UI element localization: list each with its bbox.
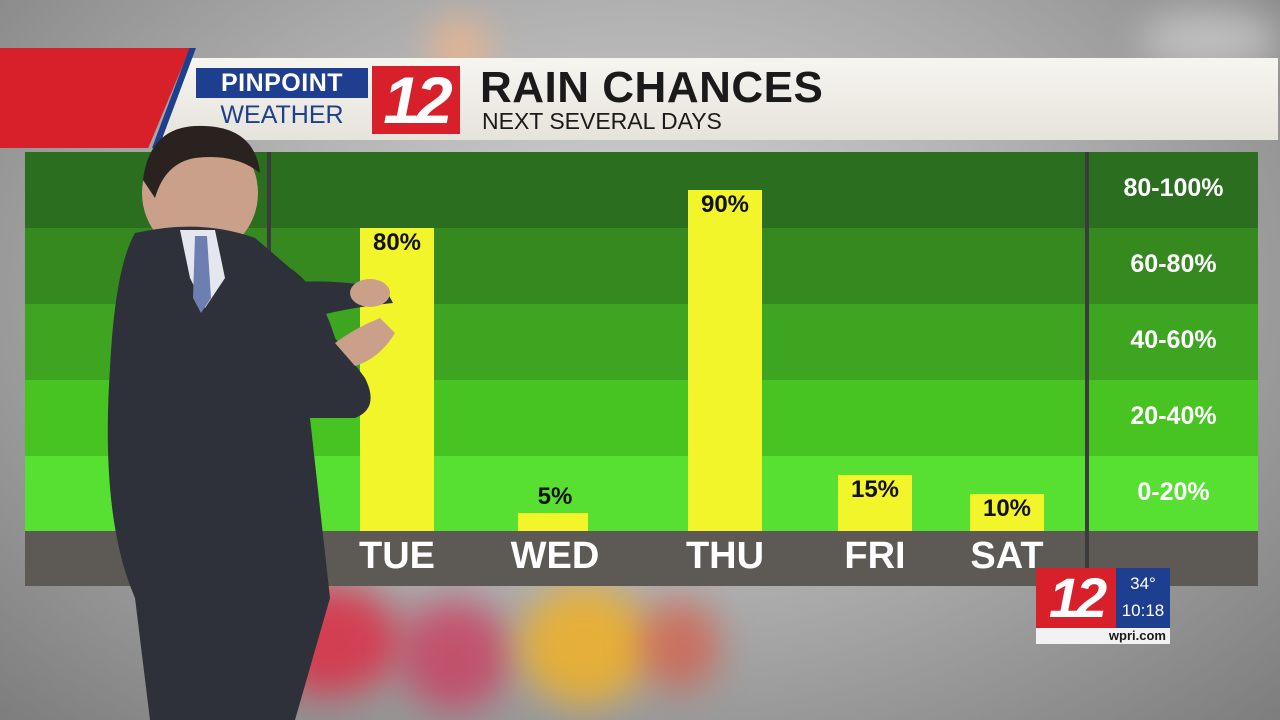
logo-bottom-text: WEATHER [220,101,344,129]
day-label: SAT [970,535,1044,577]
rain-chance-bar [838,475,912,531]
background-blur [640,600,720,690]
range-label: 40-60% [1130,326,1217,354]
page-subtitle: NEXT SEVERAL DAYS [482,108,722,134]
range-label: 80-100% [1123,174,1224,202]
bar-value-label: 15% [850,476,900,503]
bug-url: wpri.com [1036,628,1170,644]
logo-channel: 12 [372,66,460,134]
bug-time: 10:18 [1121,601,1165,620]
background-blur [520,585,650,705]
range-label: 0-20% [1137,478,1210,506]
rain-chance-bar [970,494,1044,531]
day-label: WED [510,535,600,577]
presenter-silhouette [107,125,395,720]
day-label: FRI [844,535,906,577]
rain-chance-bar [360,228,434,531]
bar-value-label: 5% [537,483,573,510]
station-logo: PINPOINT WEATHER [196,68,372,132]
rain-chance-bar [688,190,762,531]
range-label: 60-80% [1130,250,1217,278]
chart-right-divider [1085,152,1089,586]
background-blur [400,600,510,710]
bug-channel: 12 [1036,568,1116,628]
range-label: 20-40% [1130,402,1217,430]
bar-value-label: 80% [372,229,422,256]
rain-chance-chart: LIK80-100%WIDE D60-80%SC40-60%W SCA20-40… [25,152,1258,586]
logo-top-text: PINPOINT [196,68,368,98]
bug-info-panel: 34° 10:18 [1116,568,1170,628]
day-label: THU [685,535,765,577]
bug-temperature: 34° [1130,574,1156,593]
rain-chance-bar [518,513,588,531]
station-bug: 12 34° 10:18 wpri.com [1036,568,1170,644]
bar-value-label: 10% [982,495,1032,522]
day-label: TUE [359,535,435,577]
page-title: RAIN CHANCES [480,63,824,112]
bar-value-label: 90% [700,191,750,218]
